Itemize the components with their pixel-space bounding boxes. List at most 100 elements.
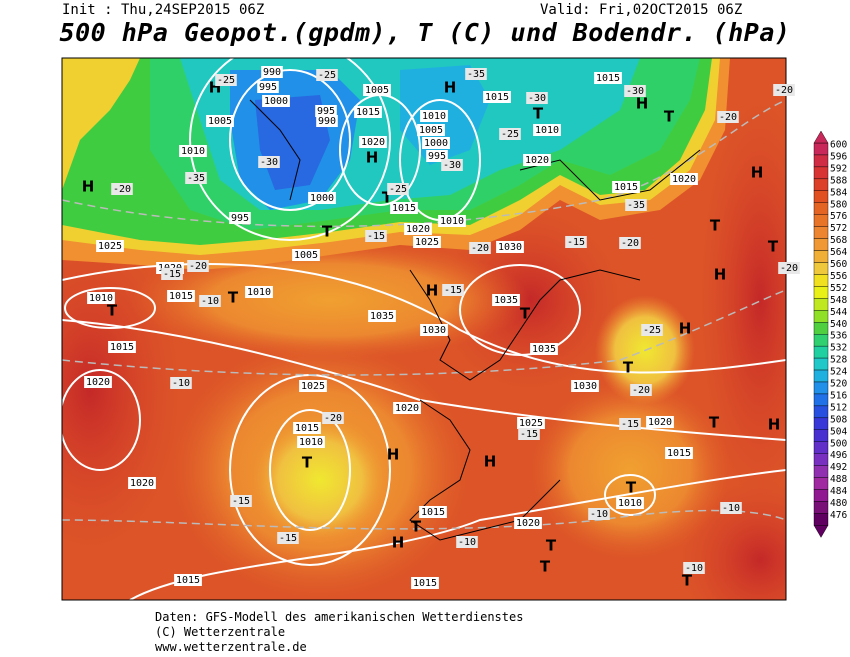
colorbar-swatch bbox=[813, 501, 829, 514]
contour-label: -25 bbox=[217, 75, 235, 86]
colorbar-label: 588 bbox=[830, 175, 847, 186]
pressure-center: T bbox=[411, 518, 422, 536]
contour-label: 995 bbox=[259, 82, 277, 93]
label-box bbox=[368, 310, 396, 322]
colorbar-label: 536 bbox=[830, 331, 847, 342]
colorbar-label: 600 bbox=[830, 140, 847, 151]
label-box bbox=[588, 508, 610, 520]
pressure-center: H bbox=[444, 79, 457, 97]
pressure-center: T bbox=[709, 414, 720, 432]
contour-label: 1015 bbox=[176, 575, 200, 586]
label-box bbox=[316, 115, 338, 127]
colorbar-swatch bbox=[813, 298, 829, 311]
contour-label: -30 bbox=[528, 93, 546, 104]
colorbar-swatch bbox=[813, 262, 829, 275]
pressure-center: T bbox=[664, 108, 675, 126]
colorbar-label: 520 bbox=[830, 379, 847, 390]
label-box bbox=[261, 66, 283, 78]
label-box bbox=[419, 506, 447, 518]
label-box bbox=[594, 72, 622, 84]
contour-label: 1025 bbox=[98, 241, 122, 252]
label-box bbox=[111, 183, 133, 195]
contour-label: -20 bbox=[775, 85, 793, 96]
label-box bbox=[422, 137, 450, 149]
colorbar-swatch bbox=[813, 250, 829, 263]
colorbar-swatch bbox=[813, 286, 829, 299]
colorbar-swatch bbox=[813, 274, 829, 287]
label-box bbox=[185, 172, 207, 184]
contour-label: -20 bbox=[113, 184, 131, 195]
colorbar-swatch bbox=[813, 489, 829, 502]
colorbar-label: 496 bbox=[830, 450, 847, 461]
label-box bbox=[87, 292, 115, 304]
contour-label: -35 bbox=[467, 69, 485, 80]
contour-label: -10 bbox=[722, 503, 740, 514]
label-box bbox=[277, 532, 299, 544]
contour-label: -35 bbox=[187, 173, 205, 184]
label-box bbox=[616, 497, 644, 509]
contour-label: -15 bbox=[232, 496, 250, 507]
label-box bbox=[363, 84, 391, 96]
colorbar-swatch bbox=[813, 334, 829, 347]
label-box bbox=[316, 69, 338, 81]
colorbar-label: 484 bbox=[830, 486, 847, 497]
label-box bbox=[359, 136, 387, 148]
pressure-center: H bbox=[82, 178, 95, 196]
pressure-center: T bbox=[540, 558, 551, 576]
colorbar-label: 540 bbox=[830, 319, 847, 330]
colorbar-label: 528 bbox=[830, 355, 847, 366]
init-time: Init : Thu,24SEP2015 06Z bbox=[62, 2, 265, 18]
label-box bbox=[308, 192, 336, 204]
label-box bbox=[625, 199, 647, 211]
colorbar-tip bbox=[813, 130, 829, 144]
label-box bbox=[630, 384, 652, 396]
contour-label: 995 bbox=[428, 151, 446, 162]
contour-label: 1005 bbox=[419, 125, 443, 136]
label-box bbox=[496, 241, 524, 253]
label-box bbox=[411, 577, 439, 589]
colorbar-swatch bbox=[813, 417, 829, 431]
isotherms bbox=[62, 99, 786, 530]
colorbar-label: 580 bbox=[830, 199, 847, 210]
contour-label: 1015 bbox=[392, 203, 416, 214]
pressure-center: T bbox=[768, 238, 779, 256]
colorbar-label: 476 bbox=[830, 510, 847, 521]
colorbar-label: 592 bbox=[830, 163, 847, 174]
label-box bbox=[108, 341, 136, 353]
contour-label: 1030 bbox=[573, 381, 597, 392]
colorbar-swatch bbox=[813, 357, 829, 371]
label-box bbox=[167, 290, 195, 302]
contour-label: 1020 bbox=[406, 224, 430, 235]
colorbar-tip bbox=[813, 525, 829, 538]
label-box bbox=[717, 111, 739, 123]
colorbar-label: 480 bbox=[830, 498, 847, 509]
label-box bbox=[390, 202, 418, 214]
contour-label: 1015 bbox=[295, 423, 319, 434]
pressure-center: H bbox=[714, 266, 727, 284]
contour-label: -15 bbox=[279, 533, 297, 544]
label-box bbox=[387, 183, 409, 195]
contour-label: 1000 bbox=[310, 193, 334, 204]
contour-label: 1015 bbox=[169, 291, 193, 302]
label-box bbox=[492, 294, 520, 306]
pressure-center: T bbox=[228, 289, 239, 307]
contour-label: -25 bbox=[318, 70, 336, 81]
colorbar: 6005965925885845805765725685645605565525… bbox=[813, 130, 847, 538]
label-box bbox=[612, 181, 640, 193]
pressure-center: H bbox=[484, 453, 497, 471]
contour-label: -30 bbox=[443, 160, 461, 171]
contour-label: 1025 bbox=[301, 381, 325, 392]
colorbar-swatch bbox=[813, 465, 829, 478]
contour-label: 1000 bbox=[424, 138, 448, 149]
colorbar-label: 548 bbox=[830, 295, 847, 306]
pressure-center: H bbox=[679, 320, 692, 338]
contour-label: -20 bbox=[719, 112, 737, 123]
pressure-center: T bbox=[623, 359, 634, 377]
contour-label: -15 bbox=[444, 285, 462, 296]
label-box bbox=[526, 92, 548, 104]
colorbar-label: 516 bbox=[830, 390, 847, 401]
contour-label: 1035 bbox=[370, 311, 394, 322]
colorbar-swatch bbox=[813, 453, 829, 466]
contour-label: 990 bbox=[318, 116, 336, 127]
